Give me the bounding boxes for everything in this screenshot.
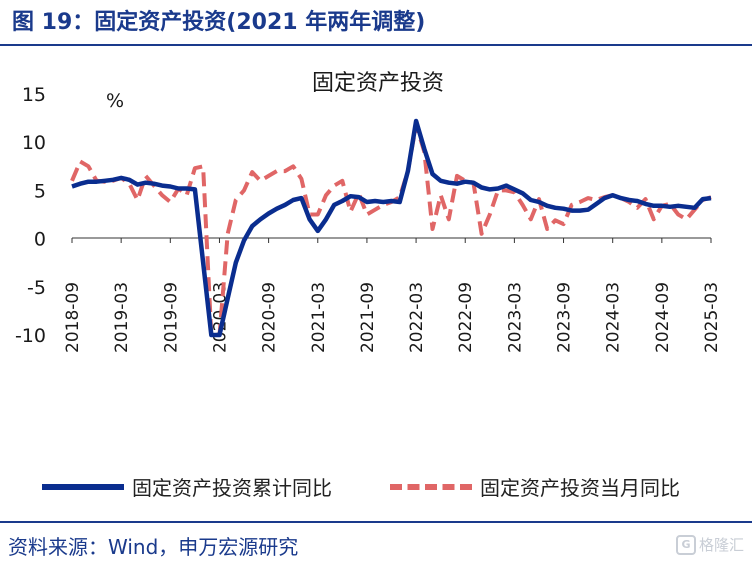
x-tick-label: 2023-09 bbox=[555, 282, 575, 353]
y-tick-label: -10 bbox=[15, 325, 46, 347]
x-axis: 2018-09 2019-03 2019-09 2020-03 2020-09 2021-… bbox=[63, 237, 722, 353]
x-tick-label: 2023-03 bbox=[505, 282, 525, 353]
x-tick-label: 2020-09 bbox=[260, 282, 280, 353]
legend: 固定资产投资累计同比 固定资产投资当月同比 bbox=[0, 472, 752, 502]
legend-swatch-solid bbox=[42, 483, 124, 490]
x-tick-label: 2022-09 bbox=[456, 282, 476, 353]
x-tick-label: 2021-03 bbox=[309, 282, 329, 353]
x-tick-label: 2025-03 bbox=[702, 282, 722, 353]
chart-title: 固定资产投资 bbox=[312, 71, 444, 96]
header-divider bbox=[0, 44, 752, 46]
figure-title: 图 19：固定资产投资(2021 年两年调整) bbox=[12, 10, 426, 35]
y-tick-label: 10 bbox=[22, 132, 46, 154]
y-tick-label: 15 bbox=[22, 84, 46, 106]
x-tick-label: 2018-09 bbox=[63, 282, 83, 353]
line-chart: 固定资产投资 % 15 10 5 0 -5 -10 2018-09 2019-03 2019-… bbox=[15, 71, 722, 353]
x-tick-label: 2019-03 bbox=[112, 282, 132, 353]
y-tick-label: 0 bbox=[34, 229, 46, 251]
x-tick-label: 2024-03 bbox=[604, 282, 624, 353]
x-tick-label: 2019-09 bbox=[161, 282, 181, 353]
y-axis-unit-label: % bbox=[106, 90, 124, 112]
footer-divider bbox=[0, 521, 752, 523]
y-tick-label: 5 bbox=[34, 180, 46, 202]
legend-label-monthly: 固定资产投资当月同比 bbox=[480, 476, 680, 500]
source-note: 资料来源：Wind，申万宏源研究 bbox=[8, 535, 299, 559]
watermark-text: 格隆汇 bbox=[698, 536, 744, 554]
legend-item-cumulative: 固定资产投资累计同比 bbox=[42, 472, 332, 501]
legend-item-monthly: 固定资产投资当月同比 bbox=[390, 472, 680, 501]
legend-swatch-dashed bbox=[390, 483, 472, 490]
x-tick-label: 2021-09 bbox=[358, 282, 378, 353]
legend-label-cumulative: 固定资产投资累计同比 bbox=[132, 476, 332, 500]
watermark: G 格隆汇 bbox=[675, 534, 744, 555]
series-line-cumulative bbox=[71, 118, 712, 338]
watermark-logo-icon: G bbox=[675, 534, 696, 555]
x-tick-label: 2022-03 bbox=[407, 282, 427, 353]
x-tick-label: 2024-09 bbox=[653, 282, 673, 353]
y-tick-label: -5 bbox=[27, 277, 46, 299]
y-axis-ticks: 15 10 5 0 -5 -10 bbox=[15, 84, 46, 347]
plot-area bbox=[70, 118, 712, 338]
